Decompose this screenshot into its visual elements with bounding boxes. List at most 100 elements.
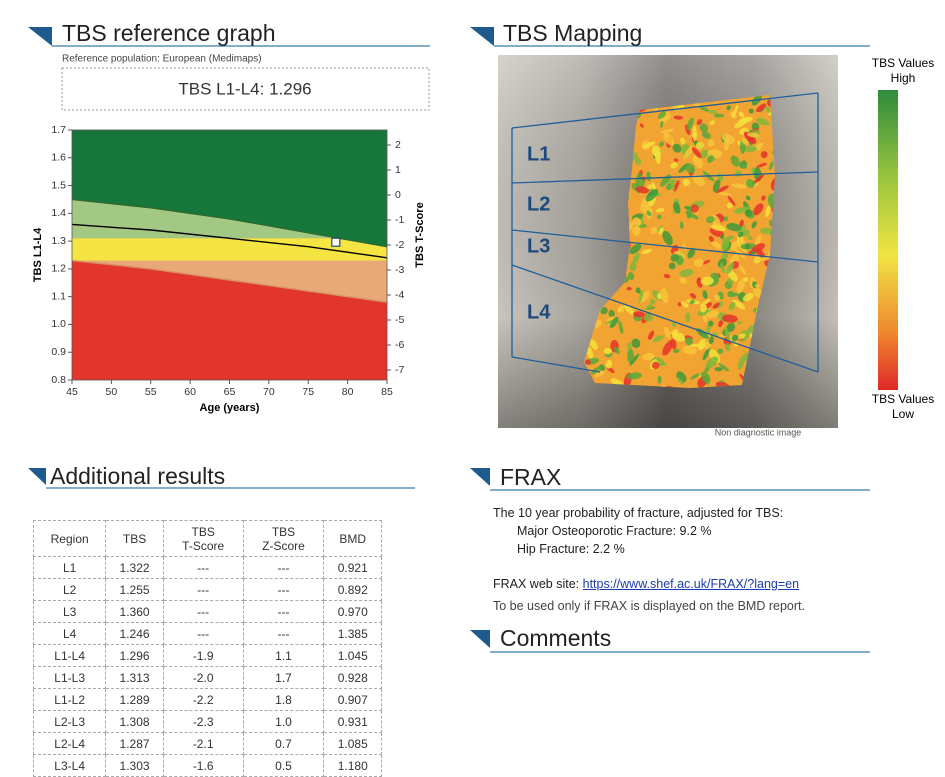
table-cell: --- <box>242 600 325 623</box>
section-icon <box>470 468 490 486</box>
texture-blob <box>726 322 736 333</box>
y2-tick-label: -3 <box>395 264 404 276</box>
texture-blob <box>668 262 676 270</box>
texture-blob <box>632 217 642 227</box>
texture-blob <box>642 141 656 149</box>
texture-blob <box>717 258 727 268</box>
texture-blob <box>724 326 731 342</box>
texture-blob <box>705 356 719 369</box>
table-cell: 1.255 <box>105 578 164 601</box>
y-tick-label: 1.7 <box>51 124 66 136</box>
table-cell: 0.921 <box>323 556 382 579</box>
header-text: TBS <box>122 531 147 546</box>
header-text: TBS <box>271 524 296 539</box>
y-tick-label: 1.0 <box>51 318 66 330</box>
table-cell: L3 <box>32 600 107 623</box>
texture-blob <box>613 347 620 354</box>
texture-blob <box>664 326 672 341</box>
texture-blob <box>657 111 667 119</box>
texture-blob <box>605 359 613 369</box>
texture-blob <box>711 241 722 249</box>
table-cell: 1.287 <box>105 732 164 755</box>
reference-curve <box>71 223 388 259</box>
y-tick-label: 0.9 <box>51 346 66 358</box>
table-cell: 0.931 <box>323 710 382 733</box>
texture-blob <box>709 120 715 125</box>
texture-blob <box>608 309 615 318</box>
texture-blob <box>714 367 723 372</box>
texture-blob <box>702 290 708 299</box>
table-cell: L2-L4 <box>32 732 107 755</box>
table-cell: -1.9 <box>162 644 244 667</box>
table-cell: --- <box>162 622 244 645</box>
table-cell: 1.289 <box>105 688 164 711</box>
texture-blob <box>739 219 744 228</box>
x-axis-label: Age (years) <box>200 402 260 414</box>
x-tick-label: 55 <box>145 386 157 398</box>
texture-blob <box>738 111 745 118</box>
texture-blob <box>705 310 720 318</box>
table-row: L1-L2 1.289 -2.2 1.8 0.907 <box>32 688 382 711</box>
texture-blob <box>662 341 673 356</box>
texture-blob <box>685 211 699 220</box>
texture-blob <box>623 305 636 316</box>
texture-blob <box>737 231 744 238</box>
x-tick-label: 75 <box>302 386 314 398</box>
texture-blob <box>720 262 726 274</box>
texture-blob <box>692 125 697 142</box>
texture-blob <box>692 174 706 187</box>
table-header-cell: TBS T-Score <box>162 520 244 557</box>
texture-blob <box>635 186 650 194</box>
table-cell: 1.296 <box>105 644 164 667</box>
texture-blob <box>627 272 635 281</box>
texture-blob <box>584 359 591 365</box>
texture-blob <box>748 108 754 114</box>
texture-blob <box>655 208 665 213</box>
texture-blob <box>683 145 694 159</box>
texture-blob <box>652 335 664 343</box>
table-cell: L3-L4 <box>32 754 107 777</box>
table-header-cell: Region <box>32 520 107 557</box>
texture-blob <box>738 116 753 123</box>
level-label: L3 <box>527 235 550 257</box>
texture-blob <box>751 243 766 253</box>
texture-blob <box>659 120 664 128</box>
texture-blob <box>730 240 739 251</box>
texture-blob <box>708 320 714 327</box>
color-scale <box>878 90 898 390</box>
table-cell: --- <box>242 622 325 645</box>
texture-blob <box>718 363 730 372</box>
texture-blob <box>724 135 730 151</box>
texture-blob <box>718 192 733 196</box>
table-cell: L1-L2 <box>32 688 107 711</box>
frax-link[interactable]: https://www.shef.ac.uk/FRAX/?lang=en <box>582 577 800 591</box>
texture-blob <box>705 216 715 224</box>
texture-blob <box>744 145 757 152</box>
section-title: Additional results <box>50 463 225 489</box>
reference-curve <box>71 198 388 248</box>
texture-blob <box>699 123 708 133</box>
texture-blob <box>704 341 711 350</box>
table-row: L2-L4 1.287 -2.1 0.7 1.085 <box>32 732 382 755</box>
texture-blob <box>659 141 665 147</box>
texture-blob <box>673 201 681 214</box>
table-row: L3 1.360 --- --- 0.970 <box>32 600 382 623</box>
table-cell: L4 <box>32 622 107 645</box>
texture-blob <box>727 290 734 298</box>
texture-blob <box>631 338 641 349</box>
texture-blob <box>646 210 652 216</box>
frax-site-label: FRAX web site: <box>493 577 580 591</box>
table-cell: 1.385 <box>323 622 382 645</box>
y2-tick-label: -5 <box>395 314 404 326</box>
texture-blob <box>677 377 685 385</box>
y-tick-label: 1.6 <box>51 152 66 164</box>
table-cell: 0.970 <box>323 600 382 623</box>
texture-blob <box>663 273 671 279</box>
texture-blob <box>727 195 736 207</box>
texture-blob <box>755 103 767 113</box>
texture-blob <box>629 243 642 255</box>
scale-label: TBS Values <box>872 56 934 70</box>
y-tick-label: 0.8 <box>51 374 66 386</box>
x-tick-label: 60 <box>184 386 196 398</box>
header-text: TBS <box>191 524 215 539</box>
